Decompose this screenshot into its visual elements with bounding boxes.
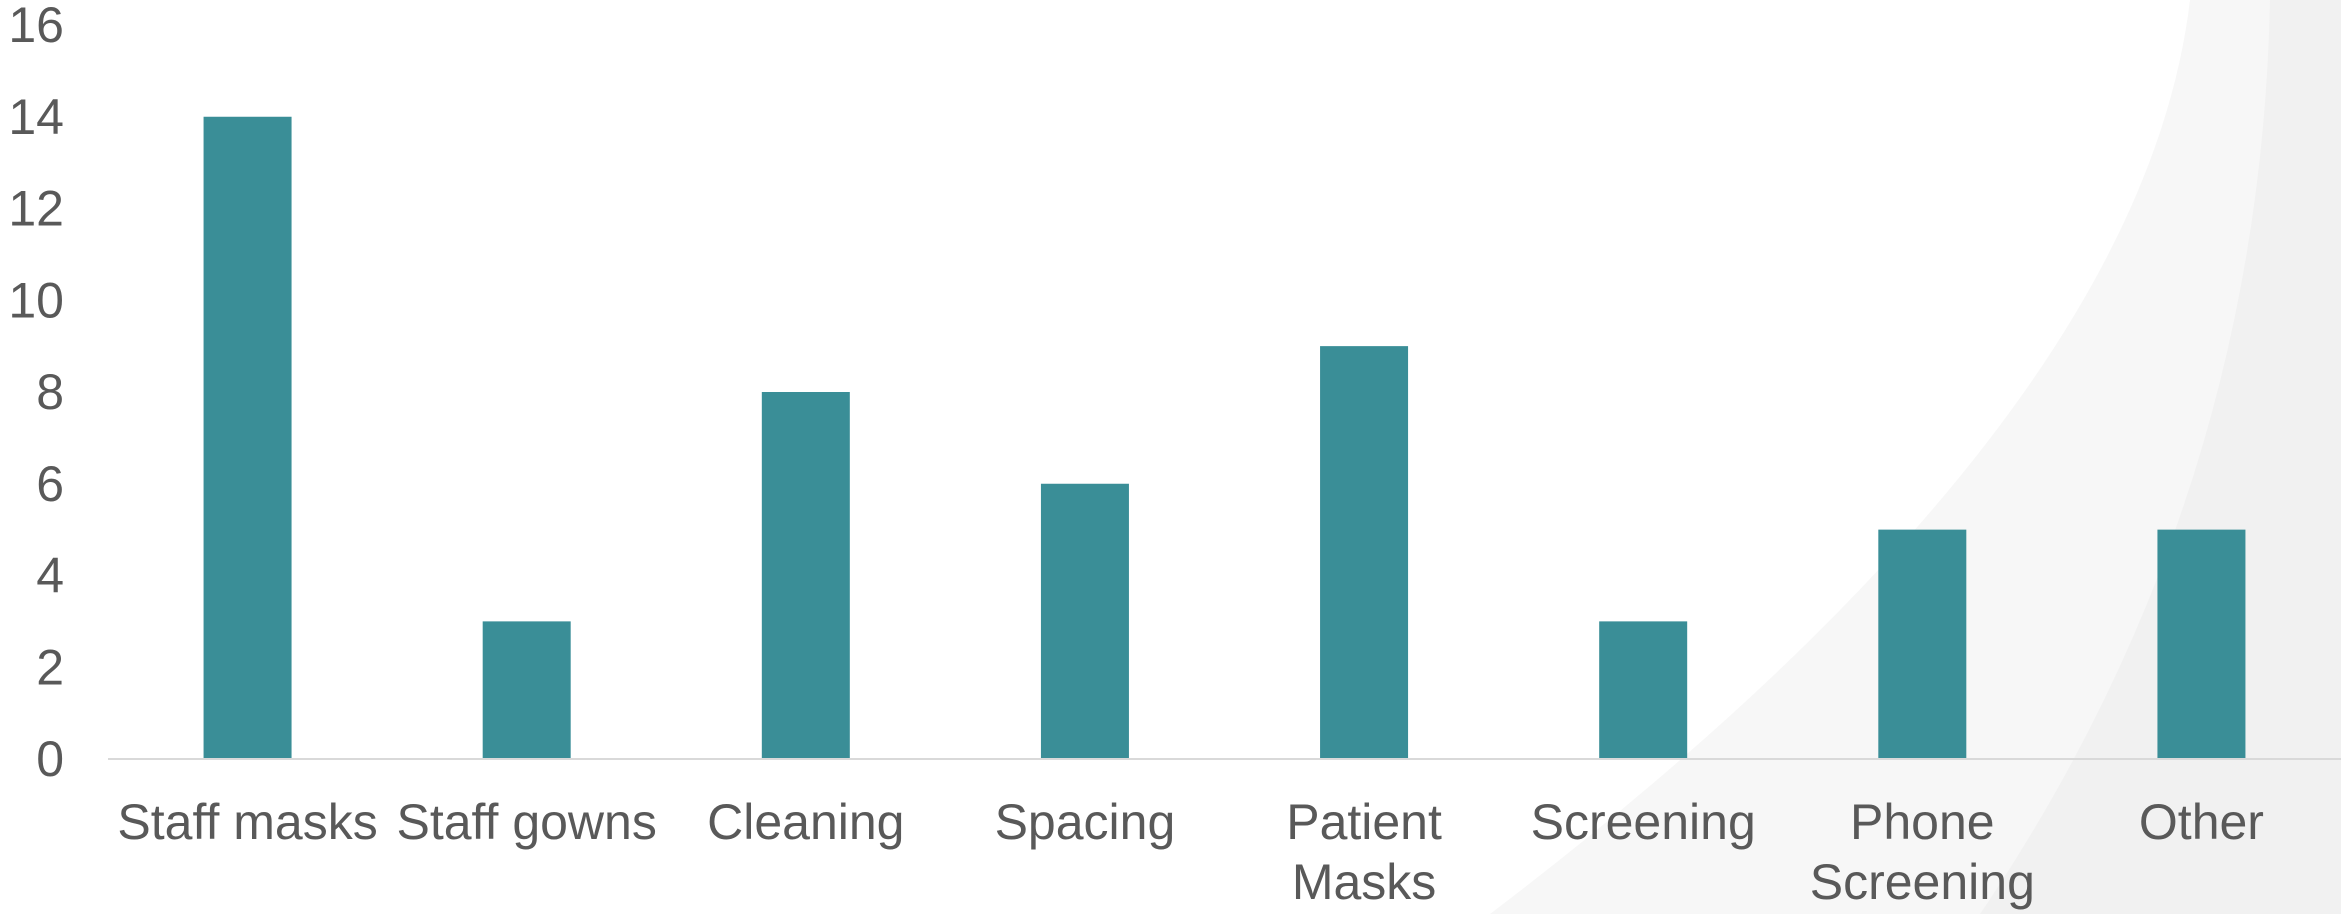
y-tick-label: 14	[8, 89, 64, 145]
x-category-label-line: Other	[2139, 794, 2264, 850]
y-tick-label: 0	[36, 731, 64, 787]
bar	[1878, 529, 1967, 759]
y-tick-label: 4	[36, 548, 64, 604]
bar	[1320, 346, 1409, 759]
x-category-label: Staff masks	[117, 794, 377, 850]
y-tick-label: 2	[36, 639, 64, 695]
background-decoration	[1490, 0, 2341, 914]
x-category-label: Patient Masks	[1286, 794, 1442, 910]
x-category-label: Screening	[1531, 794, 1756, 850]
x-category-label-line: Screening	[1810, 854, 2035, 910]
x-category-label-line: Patient	[1286, 794, 1442, 850]
x-category-label: Spacing	[995, 794, 1176, 850]
y-tick-label: 12	[8, 181, 64, 237]
x-axis-labels: Staff masks Staff gowns Cleaning Spacing Pat…	[117, 794, 2264, 910]
background-arc-inner	[1980, 0, 2341, 914]
y-axis-ticks: 0 2 4 6 8 10 12 14 16	[8, 0, 64, 787]
bar	[1599, 621, 1688, 759]
x-category-label: Staff gowns	[397, 794, 657, 850]
x-category-label: Cleaning	[707, 794, 904, 850]
x-category-label-line: Staff gowns	[397, 794, 657, 850]
x-category-label-line: Staff masks	[117, 794, 377, 850]
x-category-label-line: Spacing	[995, 794, 1176, 850]
y-tick-label: 6	[36, 456, 64, 512]
x-category-label-line: Masks	[1292, 854, 1436, 910]
bar	[761, 392, 850, 759]
bar	[482, 621, 571, 759]
x-category-label-line: Phone	[1850, 794, 1995, 850]
y-tick-label: 16	[8, 0, 64, 53]
bars	[203, 116, 2246, 759]
x-category-label: Phone Screening	[1810, 794, 2035, 910]
x-category-label-line: Cleaning	[707, 794, 904, 850]
bar	[1040, 483, 1129, 759]
y-tick-label: 8	[36, 364, 64, 420]
x-category-label-line: Screening	[1531, 794, 1756, 850]
x-category-label: Other	[2139, 794, 2264, 850]
y-tick-label: 10	[8, 272, 64, 328]
bar	[2157, 529, 2246, 759]
bar	[203, 116, 292, 759]
